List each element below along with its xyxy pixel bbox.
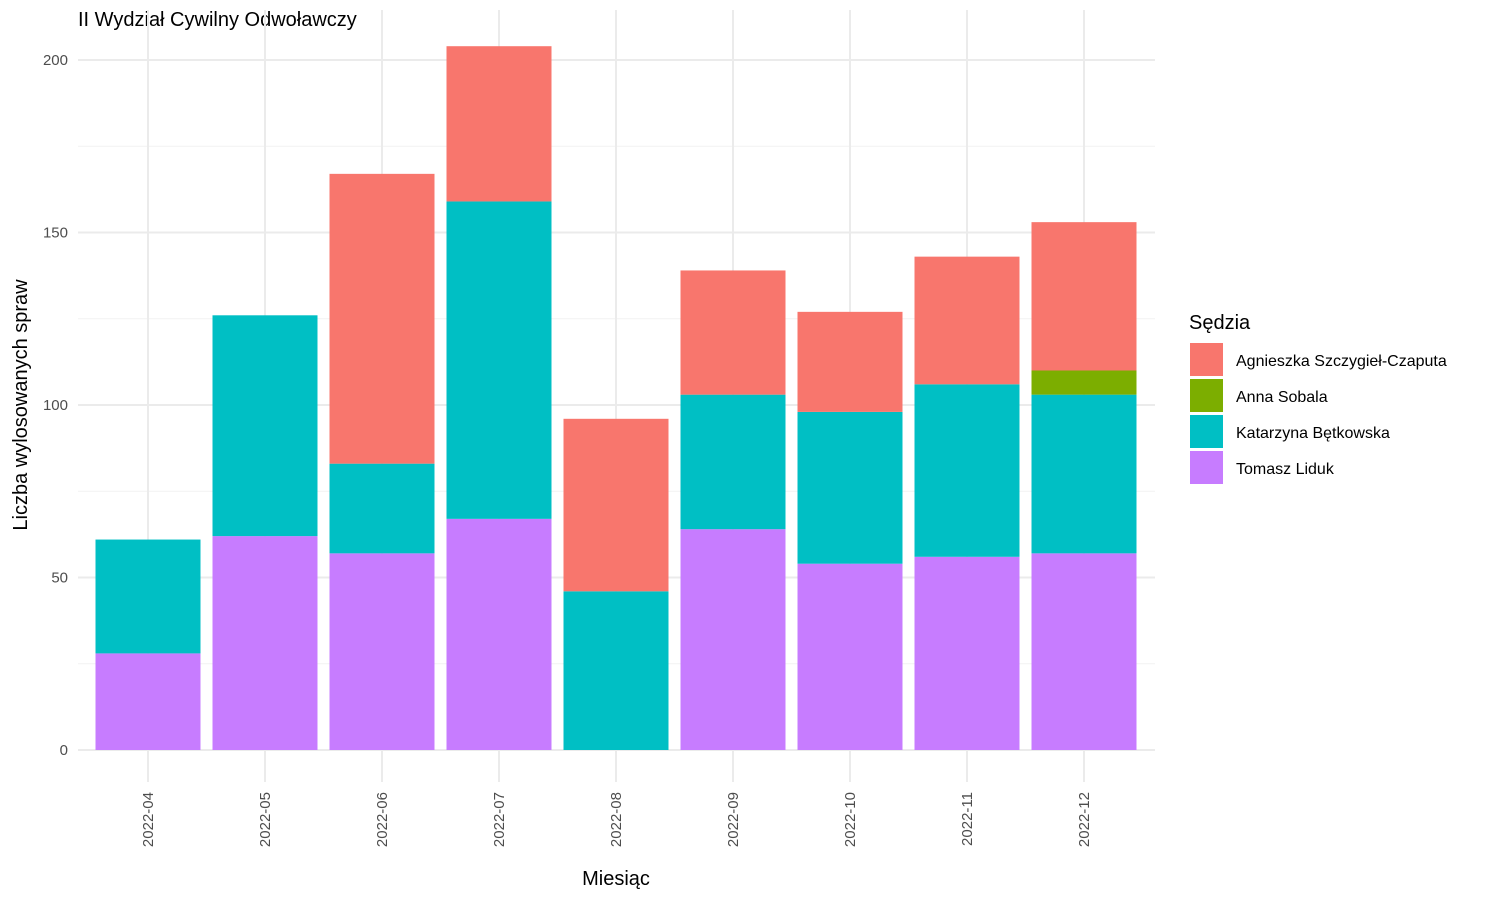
x-tick-label: 2022-06 [374,792,391,847]
bar-segment [329,553,435,750]
legend: Sędzia Agnieszka Szczygieł-Czaputa Anna S… [1189,312,1447,484]
bar-segment [914,556,1020,750]
bar-segment [1031,222,1137,371]
bar-segment [680,270,786,395]
bar-segment [446,46,552,202]
y-tick-label: 100 [43,397,68,414]
bar-segment [797,563,903,750]
y-axis-title: Liczba wylosowanych spraw [10,279,32,531]
y-axis-ticks: 0 50 100 150 200 [43,52,68,759]
y-tick-label: 200 [43,52,68,69]
bar-segment [446,201,552,519]
legend-title: Sędzia [1189,312,1251,334]
legend-swatch [1190,379,1223,412]
bar-segment [563,418,669,592]
bar-segment [329,173,435,464]
x-tick-label: 2022-12 [1076,792,1093,847]
bar-segment [914,256,1020,385]
bar-segment [212,315,318,537]
bar-segment [212,536,318,750]
legend-swatch [1190,415,1223,448]
bar-segment [680,394,786,530]
legend-swatch [1190,343,1223,376]
bar-segment [329,463,435,554]
x-tick-label: 2022-08 [608,792,625,847]
x-tick-label: 2022-05 [257,792,274,847]
legend-label: Katarzyna Bętkowska [1236,425,1390,442]
bars [95,46,1137,750]
x-tick-label: 2022-07 [491,792,508,847]
legend-swatch [1190,451,1223,484]
bar-segment [95,653,201,750]
bar-segment [563,591,669,750]
legend-label: Agnieszka Szczygieł-Czaputa [1236,353,1447,370]
bar-segment [446,518,552,750]
bar-segment [797,411,903,564]
bar-segment [1031,553,1137,750]
bar-segment [1031,394,1137,554]
x-tick-label: 2022-09 [725,792,742,847]
chart-title: II Wydział Cywilny Odwoławczy [78,9,357,31]
y-tick-label: 150 [43,225,68,242]
x-tick-label: 2022-04 [140,792,157,847]
y-tick-label: 0 [60,742,68,759]
x-tick-label: 2022-11 [959,792,976,846]
x-tick-label: 2022-10 [842,792,859,847]
x-axis-title: Miesiąc [582,868,650,890]
y-tick-label: 50 [51,570,68,587]
bar-segment [797,311,903,412]
bar-segment [680,529,786,750]
legend-label: Anna Sobala [1236,389,1328,406]
bar-segment [914,384,1020,557]
legend-label: Tomasz Liduk [1236,461,1335,478]
bar-segment [1031,370,1137,395]
x-axis-ticks: 2022-04 2022-05 2022-06 2022-07 2022-08 2022-… [140,792,1093,847]
bar-segment [95,539,201,654]
